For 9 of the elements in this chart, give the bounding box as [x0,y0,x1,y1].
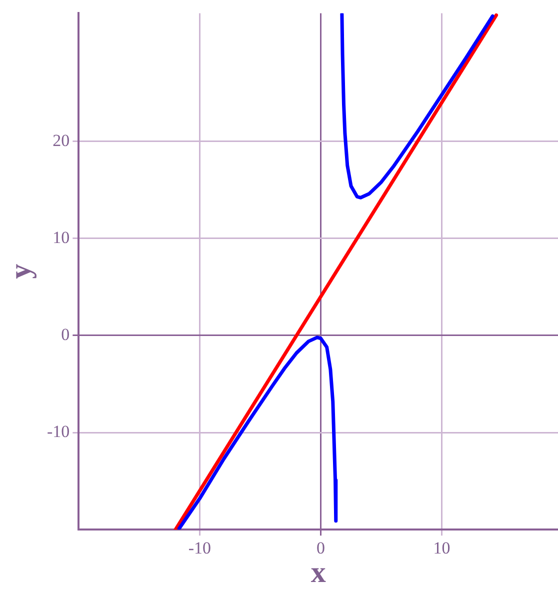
y-tick-label: -10 [46,422,70,441]
x-axis-title: x [310,556,326,589]
x-tick-label: -10 [188,538,212,558]
y-tick-label: 10 [52,228,70,247]
y-tick-label: 0 [61,324,70,344]
x-tick-label: 0 [316,538,325,558]
x-tick-label: 10 [433,538,450,558]
y-axis-title: y [4,264,37,279]
y-tick-label: 20 [52,130,70,150]
